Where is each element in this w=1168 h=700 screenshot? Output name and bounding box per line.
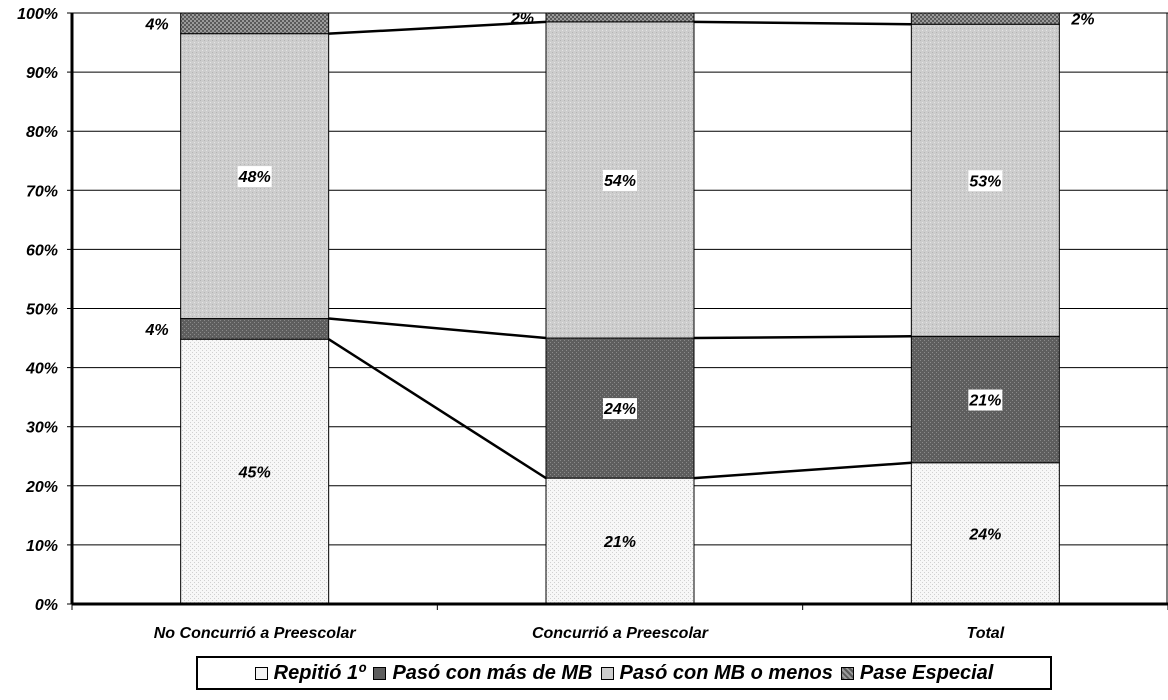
data-label-bg: [968, 170, 1003, 192]
bars: [180, 12, 1060, 605]
y-tick-label: 40%: [25, 361, 58, 378]
data-label: 21%: [603, 534, 636, 551]
y-tick-label: 0%: [35, 597, 58, 614]
data-label-bg: [237, 166, 272, 188]
series-line: [328, 20, 547, 35]
bar-segment: [545, 477, 695, 605]
legend-swatch: [840, 666, 854, 680]
legend-item: Pasó con MB o menos: [600, 661, 833, 685]
data-labels: 45% 4% 48% 4% 21% 24% 54% 2% 24% 21% 53% 2%: [145, 10, 1095, 551]
legend-item: Pase Especial: [840, 661, 994, 685]
y-tick-label: 70%: [26, 183, 58, 200]
data-label: 2%: [1070, 12, 1094, 29]
bar-segment: [910, 462, 1060, 605]
legend: Repitió 1º Pasó con más de MB Pasó con MB …: [196, 656, 1052, 690]
y-tick-label: 100%: [17, 6, 58, 23]
y-tick-label: 80%: [26, 124, 58, 141]
data-label: 45%: [238, 465, 271, 482]
legend-label: Pase Especial: [859, 661, 994, 684]
x-category-label: Total: [967, 625, 1005, 642]
bar-segment: [910, 12, 1060, 25]
legend-swatch: [373, 666, 387, 680]
bar-segment: [180, 12, 330, 35]
legend-item: Pasó con más de MB: [373, 661, 593, 685]
legend-label: Pasó con más de MB: [392, 661, 593, 684]
y-tick-label: 30%: [26, 420, 58, 437]
legend-label: Repitió 1º: [273, 661, 366, 684]
y-tick-label: 50%: [26, 302, 58, 319]
series-line: [693, 335, 912, 340]
bar-segment: [545, 12, 695, 23]
legend-item: Repitió 1º: [254, 661, 366, 685]
axes: 0% 10% 20% 30% 40% 50% 60% 70% 80% 90% 100% No Conc…: [17, 6, 1168, 642]
legend-swatch: [254, 666, 268, 680]
series-line: [693, 461, 912, 480]
data-label: 4%: [145, 322, 169, 339]
y-tick-label: 10%: [26, 538, 58, 555]
series-line: [328, 317, 547, 340]
data-label: 4%: [145, 16, 169, 33]
data-label: 24%: [603, 401, 636, 418]
data-label: 48%: [238, 169, 271, 186]
x-category-label: Concurrió a Preescolar: [532, 625, 709, 642]
y-tick-label: 60%: [26, 242, 58, 259]
legend-label: Pasó con MB o menos: [619, 661, 833, 684]
data-label: 2%: [510, 10, 534, 27]
data-label: 21%: [968, 393, 1001, 410]
data-label: 54%: [604, 173, 636, 190]
data-label-bg: [968, 389, 1003, 411]
data-label: 53%: [969, 173, 1001, 190]
series-lines: [327, 20, 912, 480]
data-label-bg: [603, 398, 637, 420]
y-tick-label: 90%: [26, 65, 58, 82]
y-tick-label: 20%: [25, 479, 58, 496]
series-line: [327, 338, 547, 480]
legend-swatch: [600, 666, 614, 680]
bar-segment: [180, 338, 330, 605]
series-line: [693, 20, 912, 26]
data-label-bg: [603, 169, 637, 191]
data-label: 24%: [968, 526, 1001, 543]
bar-segment: [180, 318, 330, 340]
x-category-label: No Concurrió a Preescolar: [154, 625, 357, 642]
